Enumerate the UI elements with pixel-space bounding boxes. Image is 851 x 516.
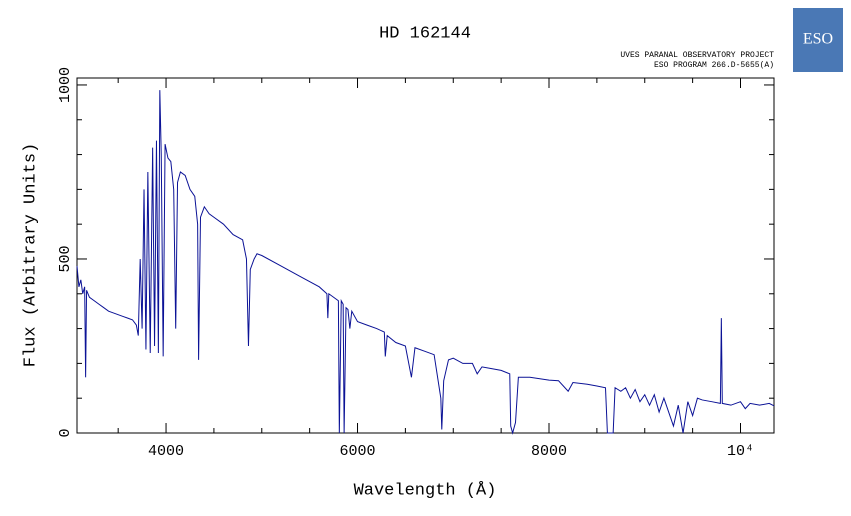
x-tick-label: 6000: [340, 443, 376, 460]
logo-box: [793, 8, 843, 72]
plot-frame: [76, 77, 775, 434]
x-tick-label: 10⁴: [727, 443, 754, 460]
spectrum-line: [76, 90, 775, 435]
y-tick-label: 1000: [57, 67, 74, 103]
logo-text: ESO: [803, 31, 833, 48]
x-tick-label: 8000: [531, 443, 567, 460]
y-tick-label: 500: [57, 245, 74, 272]
logo: ESO: [793, 8, 843, 72]
y-axis-label: Flux (Arbitrary Units): [21, 143, 40, 367]
x-tick-label: 4000: [148, 443, 184, 460]
y-tick-label: 0: [57, 428, 74, 437]
x-axis-label: Wavelength (Å): [354, 481, 497, 500]
subtitle: ESO PROGRAM 266.D-5655(A): [654, 61, 774, 70]
subtitle: UVES PARANAL OBSERVATORY PROJECT: [620, 51, 774, 60]
chart-title: HD 162144: [379, 24, 471, 43]
